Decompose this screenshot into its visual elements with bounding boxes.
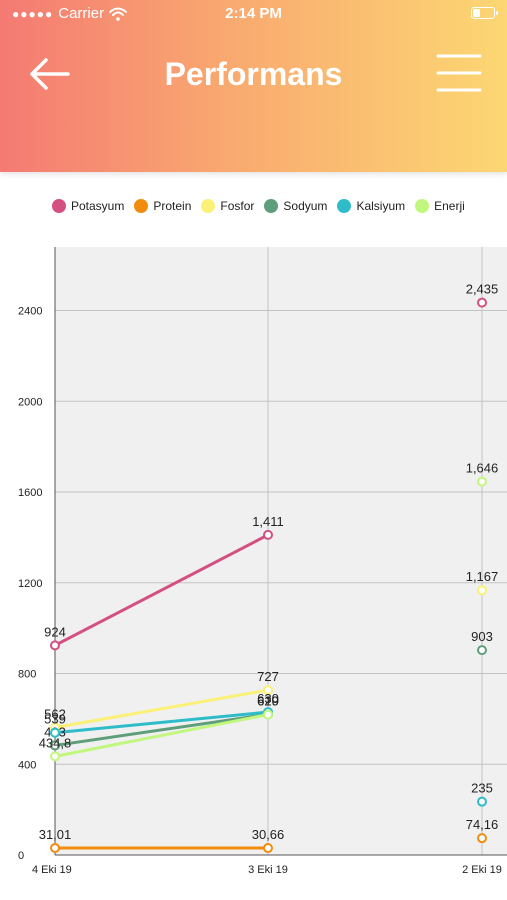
data-point-kalsiyum [50, 727, 60, 738]
data-label-enerji: 434,8 [39, 735, 72, 750]
legend-item-enerji[interactable]: Enerji [415, 198, 465, 214]
plot-area [55, 247, 507, 855]
data-point-potasyum [263, 529, 273, 540]
data-point-enerji [263, 709, 273, 720]
y-tick-label: 0 [18, 850, 24, 862]
page-title: Performans [164, 56, 343, 92]
legend-swatch [52, 199, 66, 213]
data-point-enerji [50, 751, 60, 762]
data-point-protein [50, 842, 60, 853]
carrier-name: Carrier [58, 5, 105, 22]
data-label-sodyum: 620 [257, 693, 279, 708]
y-tick-label: 400 [18, 759, 36, 771]
status-time: 2:14 PM [225, 5, 282, 22]
data-label-fosfor: 1,167 [466, 569, 499, 584]
series-line-fosfor [54, 688, 269, 729]
series-line-potasyum [54, 533, 269, 647]
legend-label: Protein [153, 199, 192, 213]
chart-legend: Potasyum Protein Fosfor Sodyum Kalsiyum Enerj… [52, 198, 472, 214]
legend-item-protein[interactable]: Protein [134, 198, 191, 214]
data-label-kalsiyum: 630 [257, 691, 279, 706]
status-bar: ●●●●● Carrier 2:14 PM [0, 0, 507, 28]
data-label-potasyum: 1,411 [252, 514, 284, 529]
x-tick-label: 2 Eki 19 [462, 864, 502, 876]
data-point-protein [477, 833, 487, 844]
data-label-kalsiyum: 235 [471, 781, 493, 796]
y-tick-label: 1600 [18, 487, 42, 499]
legend-item-potasyum[interactable]: Potasyum [52, 198, 124, 214]
data-point-kalsiyum [477, 796, 487, 807]
data-label-protein: 31,01 [39, 827, 72, 842]
data-label-protein: 74,16 [466, 817, 499, 832]
data-point-enerji [477, 476, 487, 487]
legend-item-sodyum[interactable]: Sodyum [264, 198, 327, 214]
legend-swatch [134, 199, 149, 213]
data-point-fosfor [477, 585, 487, 596]
navigation-header: ●●●●● Carrier 2:14 PM Performans [0, 0, 507, 172]
data-point-protein [263, 843, 273, 854]
data-point-potasyum [50, 640, 60, 651]
legend-swatch [264, 199, 279, 213]
data-label-fosfor: 562 [44, 707, 66, 722]
data-label-kalsiyum: 539 [44, 712, 66, 727]
data-label-fosfor: 727 [257, 669, 279, 684]
x-tick-label: 4 Eki 19 [32, 864, 72, 876]
back-button[interactable] [22, 52, 74, 96]
legend-item-kalsiyum[interactable]: Kalsiyum [337, 198, 405, 214]
series-line-sodyum [54, 712, 269, 747]
data-label-enerji: 1,646 [466, 461, 499, 476]
series-line-enerji [54, 713, 269, 758]
legend-label: Kalsiyum [356, 199, 406, 213]
legend-item-fosfor[interactable]: Fosfor [201, 198, 254, 214]
data-point-sodyum [50, 740, 60, 751]
carrier-info: ●●●●● Carrier [12, 5, 128, 22]
y-tick-label: 800 [18, 669, 36, 681]
data-point-sodyum [477, 645, 487, 656]
data-label-potasyum: 2,435 [466, 282, 499, 297]
x-tick-label: 3 Eki 19 [248, 864, 288, 876]
wifi-icon [109, 7, 128, 21]
series-line-kalsiyum [54, 710, 269, 735]
data-label-enerji: 619 [257, 694, 279, 709]
legend-swatch [415, 199, 430, 213]
legend-label: Fosfor [220, 199, 255, 213]
hamburger-menu-icon [436, 54, 482, 92]
data-point-potasyum [477, 297, 487, 308]
y-tick-label: 2400 [18, 306, 42, 318]
data-label-sodyum: 903 [471, 629, 493, 644]
legend-swatch [201, 199, 216, 213]
y-tick-label: 1200 [18, 578, 42, 590]
legend-swatch [337, 199, 352, 213]
data-point-fosfor [263, 685, 273, 696]
signal-icon: ●●●●● [12, 6, 54, 21]
battery-icon [471, 7, 498, 19]
data-label-potasyum: 924 [44, 624, 66, 639]
legend-label: Enerji [434, 199, 465, 213]
legend-label: Potasyum [71, 199, 125, 213]
arrow-left-icon [30, 58, 70, 90]
data-label-protein: 30,66 [252, 827, 285, 842]
y-tick-label: 2000 [18, 396, 42, 408]
menu-button[interactable] [436, 50, 482, 96]
legend-label: Sodyum [283, 199, 328, 213]
